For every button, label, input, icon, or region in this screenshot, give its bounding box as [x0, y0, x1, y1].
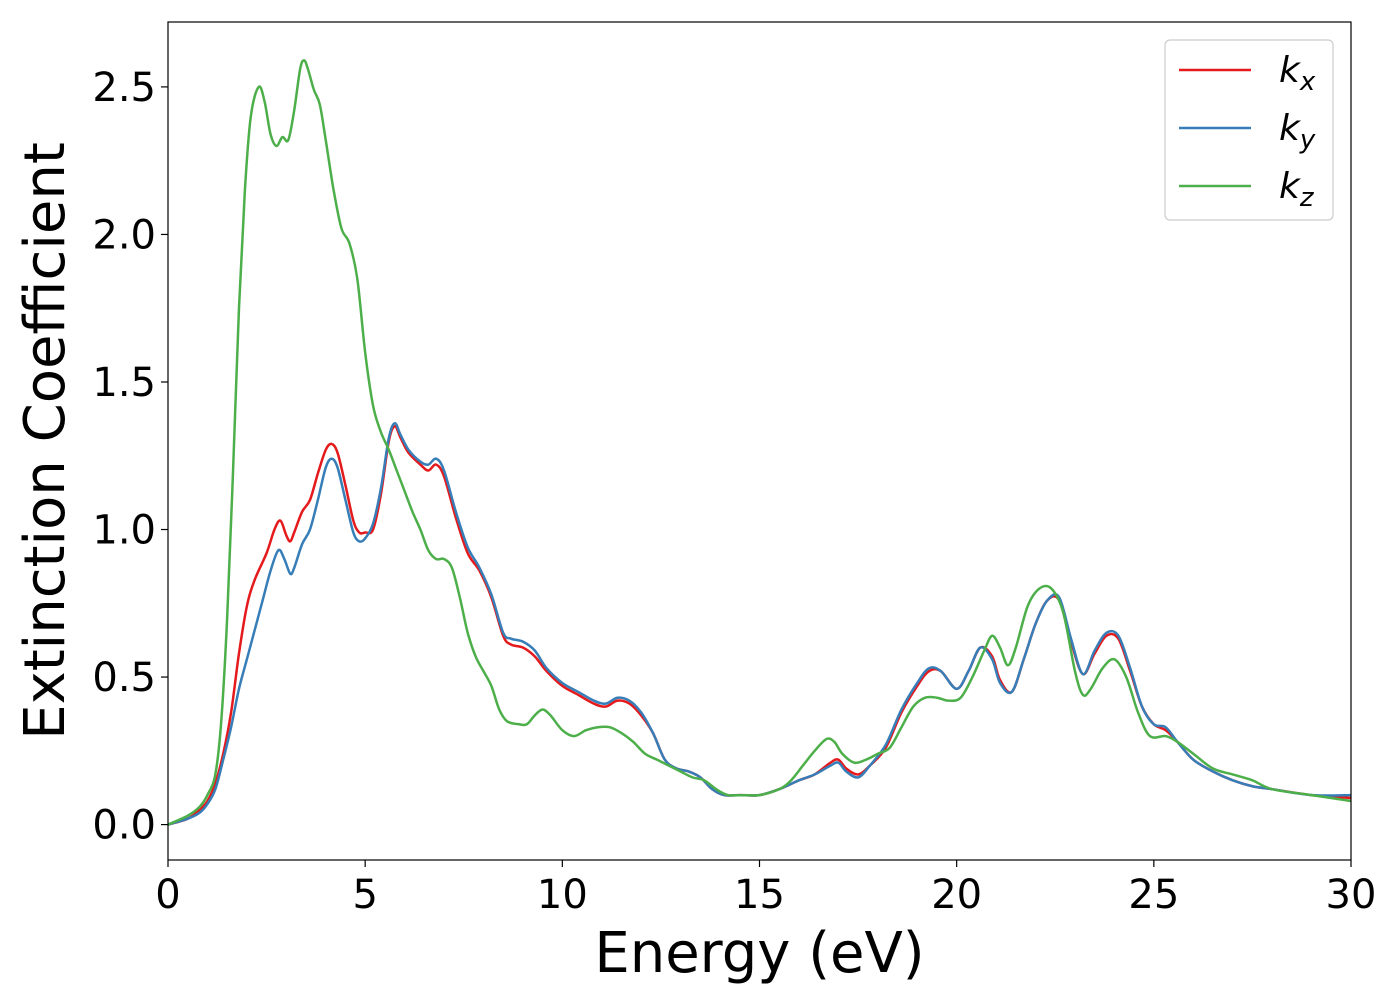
x-axis-title: Energy (eV): [594, 921, 924, 986]
x-tick-label: 20: [931, 872, 982, 918]
legend-box: [1164, 39, 1334, 221]
x-tick-label: 5: [352, 872, 377, 918]
series-line-kz: [168, 59, 1351, 826]
series-layer: [168, 59, 1351, 826]
x-tick-label: 15: [734, 872, 785, 918]
x-tick-label: 30: [1326, 872, 1377, 918]
y-tick-label: 0.5: [92, 655, 156, 701]
x-axis-ticks: 0 5 10 15 20 25 30: [155, 860, 1376, 918]
y-tick-label: 0.0: [92, 803, 156, 849]
y-tick-label: 2.0: [92, 212, 156, 258]
y-tick-label: 2.5: [92, 65, 156, 111]
y-axis-ticks: 0.0 0.5 1.0 1.5 2.0 2.5: [92, 65, 168, 849]
x-tick-label: 0: [155, 872, 180, 918]
series-line-kx: [168, 425, 1351, 826]
y-tick-label: 1.5: [92, 360, 156, 406]
y-axis-title: Extinction Coefficient: [13, 142, 78, 740]
x-tick-label: 25: [1128, 872, 1179, 918]
x-tick-label: 10: [537, 872, 588, 918]
y-tick-label: 1.0: [92, 508, 156, 554]
